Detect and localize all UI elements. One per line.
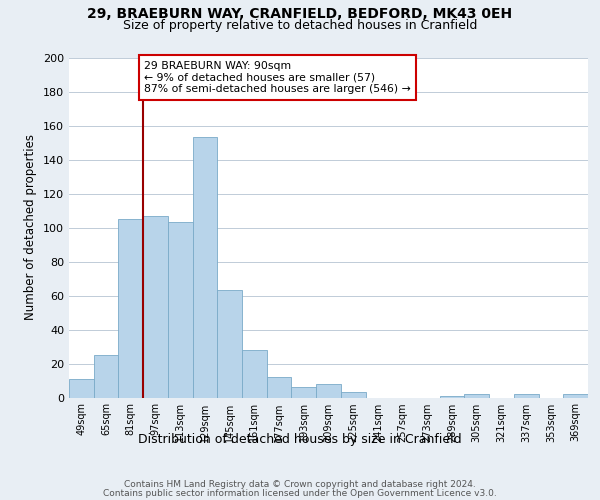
Bar bbox=[464, 394, 489, 398]
Bar bbox=[242, 350, 267, 398]
Text: Contains HM Land Registry data © Crown copyright and database right 2024.: Contains HM Land Registry data © Crown c… bbox=[124, 480, 476, 489]
Bar bbox=[292, 388, 316, 398]
Bar bbox=[267, 377, 292, 398]
Text: Contains public sector information licensed under the Open Government Licence v3: Contains public sector information licen… bbox=[103, 489, 497, 498]
Text: Size of property relative to detached houses in Cranfield: Size of property relative to detached ho… bbox=[123, 19, 477, 32]
Bar bbox=[440, 396, 464, 398]
Bar bbox=[217, 290, 242, 398]
Bar bbox=[563, 394, 588, 398]
Bar bbox=[316, 384, 341, 398]
Bar bbox=[94, 355, 118, 398]
Text: 29 BRAEBURN WAY: 90sqm
← 9% of detached houses are smaller (57)
87% of semi-deta: 29 BRAEBURN WAY: 90sqm ← 9% of detached … bbox=[144, 61, 411, 94]
Text: Distribution of detached houses by size in Cranfield: Distribution of detached houses by size … bbox=[138, 432, 462, 446]
Bar bbox=[143, 216, 168, 398]
Bar bbox=[118, 219, 143, 398]
Bar bbox=[193, 138, 217, 398]
Y-axis label: Number of detached properties: Number of detached properties bbox=[25, 134, 37, 320]
Bar bbox=[341, 392, 365, 398]
Bar bbox=[168, 222, 193, 398]
Bar bbox=[69, 379, 94, 398]
Bar bbox=[514, 394, 539, 398]
Text: 29, BRAEBURN WAY, CRANFIELD, BEDFORD, MK43 0EH: 29, BRAEBURN WAY, CRANFIELD, BEDFORD, MK… bbox=[88, 8, 512, 22]
